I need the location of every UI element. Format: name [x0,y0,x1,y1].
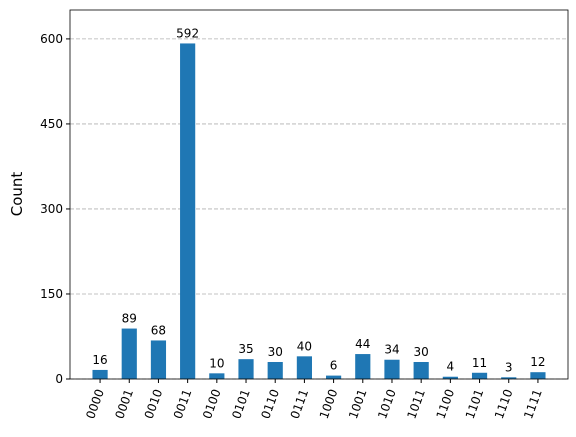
data-label: 68 [151,323,166,337]
bar [296,356,312,379]
x-tick-label: 1010 [375,387,399,420]
data-label: 3 [505,360,513,374]
x-tick-label: 0100 [200,387,224,420]
x-tick-label: 0011 [171,387,195,420]
data-label: 10 [209,356,224,370]
x-tick-label: 1111 [521,387,545,420]
bar [150,340,167,379]
x-tick-label: 0111 [288,387,312,420]
data-label: 89 [122,312,137,326]
x-tick-label: 1001 [346,387,370,420]
y-tick-label: 300 [40,202,63,216]
x-tick-label: 1100 [434,387,458,420]
data-label: 11 [472,356,487,370]
x-tick-label: 1000 [317,387,341,420]
bar [355,354,371,379]
x-tick-label: 0000 [83,387,107,420]
x-tick-label: 0010 [142,387,166,420]
data-label: 40 [297,339,312,353]
bar [121,328,137,379]
x-tick-label: 1110 [492,387,516,420]
bar [92,369,108,379]
data-label: 44 [355,337,370,351]
data-label: 6 [330,359,338,373]
data-label: 34 [384,343,399,357]
bar [501,377,517,379]
bar [209,373,225,379]
y-tick-label: 0 [55,372,63,386]
bar [267,361,283,379]
bar [180,43,196,380]
data-label: 35 [238,342,253,356]
x-tick-label: 0110 [258,387,282,420]
bar [471,372,488,379]
data-label: 30 [268,345,283,359]
bar [326,375,342,379]
data-label: 4 [447,360,455,374]
plot-frame [69,9,569,380]
data-label: 30 [414,345,429,359]
x-tick-label: 1011 [404,387,428,420]
bar [530,372,546,379]
y-axis-label: Count [8,172,26,217]
x-tick-label: 0001 [112,387,136,420]
data-label: 12 [530,355,545,369]
bar [384,359,400,379]
bar [442,376,458,379]
y-tick-label: 450 [40,117,63,131]
y-tick-label: 150 [40,287,63,301]
bar [413,361,429,379]
x-tick-label: 0101 [229,387,253,420]
x-tick-label: 1101 [463,387,487,420]
data-label: 592 [176,26,199,40]
y-tick-label: 600 [40,32,63,46]
data-label: 16 [92,353,107,367]
bar [238,359,254,379]
